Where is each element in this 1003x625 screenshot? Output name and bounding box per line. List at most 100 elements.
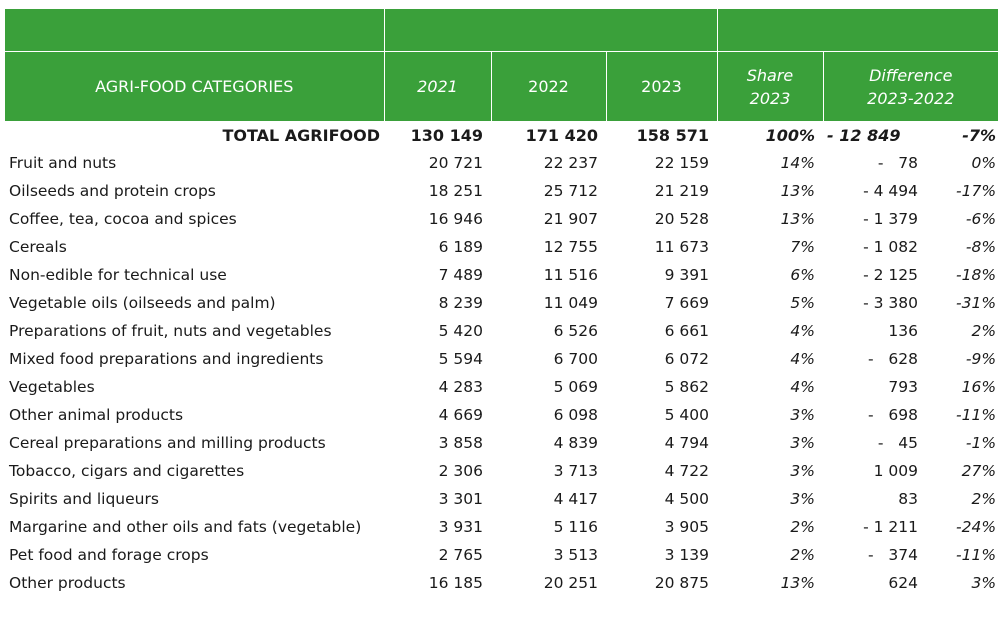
header-2023: 2023 <box>605 51 718 121</box>
value-2023-cell: 21 219 <box>654 182 710 200</box>
value-2023-cell: 5 400 <box>664 406 710 424</box>
table-row: Cereals 6 189 12 755 11 673 7% - 1 082 -8% <box>5 233 998 261</box>
value-2021-cell: 8 239 <box>438 294 483 312</box>
table-body: TOTAL AGRIFOOD 130 149 171 420 158 571 1… <box>5 121 998 597</box>
value-2022-cell: 22 237 <box>543 154 598 172</box>
table-row: Preparations of fruit, nuts and vegetabl… <box>5 317 998 345</box>
difference-cell: - 374 <box>868 546 919 564</box>
difference-cell: 793 <box>888 378 919 396</box>
share-2023-cell: 13% <box>780 574 816 592</box>
difference-cell: - 4 494 <box>863 182 919 200</box>
category-cell: Preparations of fruit, nuts and vegetabl… <box>9 322 332 340</box>
total-2022: 171 420 <box>525 125 598 145</box>
header-difference: Difference 2023-2022 <box>822 51 999 121</box>
total-row: TOTAL AGRIFOOD 130 149 171 420 158 571 1… <box>5 121 998 149</box>
header-share-line2: 2023 <box>749 88 791 108</box>
value-2023-cell: 4 500 <box>664 490 710 508</box>
difference-cell: 624 <box>888 574 919 592</box>
difference-pct-cell: 2% <box>971 490 997 508</box>
total-share: 100% <box>765 125 816 145</box>
category-cell: Vegetable oils (oilseeds and palm) <box>9 294 276 312</box>
table-row: Spirits and liqueurs 3 301 4 417 4 500 3% 83 2… <box>5 485 998 513</box>
value-2022-cell: 4 417 <box>553 490 598 508</box>
category-cell: Vegetables <box>9 378 95 396</box>
value-2021-cell: 5 594 <box>438 350 483 368</box>
total-2021: 130 149 <box>410 125 483 145</box>
total-2023: 158 571 <box>636 125 710 145</box>
difference-pct-cell: -6% <box>965 210 997 228</box>
table-row: Fruit and nuts 20 721 22 237 22 159 14% - 78 0… <box>5 149 998 177</box>
table-row: Vegetables 4 283 5 069 5 862 4% 793 16% <box>5 373 998 401</box>
value-2022-cell: 6 700 <box>553 350 598 368</box>
difference-pct-cell: 3% <box>971 574 997 592</box>
difference-cell: - 2 125 <box>863 266 919 284</box>
value-2022-cell: 3 713 <box>553 462 598 480</box>
value-2021-cell: 6 189 <box>438 238 483 256</box>
difference-cell: 136 <box>888 322 919 340</box>
value-2022-cell: 20 251 <box>543 574 598 592</box>
table-row: Other products 16 185 20 251 20 875 13% 624 3% <box>5 569 998 597</box>
category-cell: Non-edible for technical use <box>9 266 227 284</box>
table-row: Vegetable oils (oilseeds and palm) 8 239 1… <box>5 289 998 317</box>
value-2022-cell: 12 755 <box>543 238 598 256</box>
share-2023-cell: 3% <box>790 406 816 424</box>
header-share-line1: Share <box>746 65 794 85</box>
header-2022: 2022 <box>490 51 606 121</box>
category-cell: Coffee, tea, cocoa and spices <box>9 210 237 228</box>
table-row: Non-edible for technical use 7 489 11 516 9… <box>5 261 998 289</box>
value-2023-cell: 4 794 <box>664 434 710 452</box>
category-cell: Margarine and other oils and fats (veget… <box>9 518 362 536</box>
share-2023-cell: 13% <box>780 210 816 228</box>
value-2021-cell: 16 946 <box>428 210 483 228</box>
difference-cell: 83 <box>898 490 919 508</box>
table-row: Oilseeds and protein crops 18 251 25 712 21… <box>5 177 998 205</box>
difference-pct-cell: 27% <box>961 462 997 480</box>
category-cell: Pet food and forage crops <box>9 546 209 564</box>
agrifood-table: AGRI-FOOD CATEGORIES 2021 2022 2023 Shar… <box>5 9 999 597</box>
value-2023-cell: 5 862 <box>664 378 710 396</box>
header-row: AGRI-FOOD CATEGORIES 2021 2022 2023 Shar… <box>5 51 999 121</box>
value-2021-cell: 2 306 <box>438 462 483 480</box>
total-label: TOTAL AGRIFOOD <box>222 125 380 145</box>
category-cell: Tobacco, cigars and cigarettes <box>9 462 245 480</box>
share-2023-cell: 4% <box>790 322 816 340</box>
difference-pct-cell: 2% <box>971 322 997 340</box>
difference-pct-cell: -11% <box>956 406 997 424</box>
value-2023-cell: 3 139 <box>664 546 710 564</box>
category-cell: Other products <box>9 574 126 592</box>
value-2022-cell: 11 049 <box>543 294 598 312</box>
value-2021-cell: 20 721 <box>428 154 483 172</box>
difference-pct-cell: 16% <box>961 378 997 396</box>
value-2023-cell: 20 528 <box>654 210 710 228</box>
value-2022-cell: 25 712 <box>543 182 598 200</box>
share-2023-cell: 3% <box>790 462 816 480</box>
header-difference-line2: 2023-2022 <box>867 88 955 108</box>
header-band-metrics <box>716 9 999 52</box>
header-band-years <box>383 9 718 52</box>
category-cell: Spirits and liqueurs <box>9 490 159 508</box>
value-2023-cell: 6 661 <box>664 322 710 340</box>
share-2023-cell: 13% <box>780 182 816 200</box>
header-2021: 2021 <box>383 51 491 121</box>
value-2023-cell: 9 391 <box>664 266 710 284</box>
share-2023-cell: 6% <box>790 266 816 284</box>
category-cell: Cereals <box>9 238 67 256</box>
value-2022-cell: 21 907 <box>543 210 598 228</box>
value-2022-cell: 6 526 <box>553 322 598 340</box>
value-2021-cell: 16 185 <box>428 574 483 592</box>
category-cell: Cereal preparations and milling products <box>9 434 326 452</box>
difference-pct-cell: -8% <box>965 238 997 256</box>
total-difference-pct: -7% <box>962 125 997 145</box>
category-cell: Mixed food preparations and ingredients <box>9 350 324 368</box>
value-2022-cell: 5 069 <box>553 378 598 396</box>
value-2022-cell: 3 513 <box>553 546 598 564</box>
difference-cell: 1 009 <box>873 462 919 480</box>
table-row: Mixed food preparations and ingredients 5… <box>5 345 998 373</box>
share-2023-cell: 2% <box>790 518 816 536</box>
value-2021-cell: 4 669 <box>438 406 483 424</box>
value-2023-cell: 22 159 <box>654 154 710 172</box>
total-difference: - 12 849 <box>827 125 901 145</box>
difference-cell: - 3 380 <box>863 294 919 312</box>
share-2023-cell: 5% <box>790 294 816 312</box>
table-row: Margarine and other oils and fats (veget… <box>5 513 998 541</box>
